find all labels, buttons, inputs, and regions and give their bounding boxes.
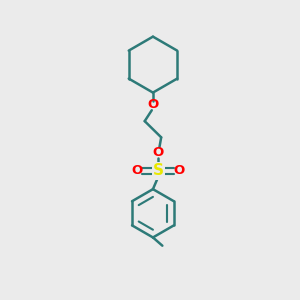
Text: O: O xyxy=(147,98,159,111)
Text: O: O xyxy=(174,164,185,177)
Text: O: O xyxy=(131,164,143,177)
Text: S: S xyxy=(153,164,164,178)
Text: O: O xyxy=(153,146,164,159)
